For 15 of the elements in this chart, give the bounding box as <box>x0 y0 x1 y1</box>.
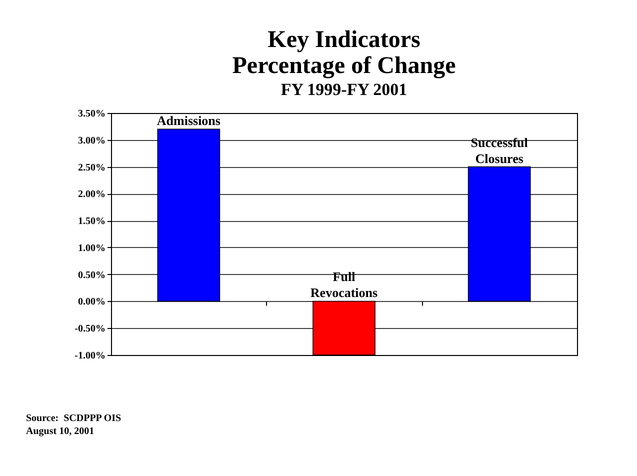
y-tick-label: 3.50% <box>78 108 106 120</box>
y-tick-label: -0.50% <box>74 324 106 335</box>
y-tick-label: 2.00% <box>78 189 106 200</box>
text: August 10, 2001 <box>26 425 96 438</box>
y-tick-label: -1.00% <box>74 350 106 362</box>
y-tick-label: 0.00% <box>78 296 106 308</box>
y-tick-label: 1.00% <box>78 242 106 254</box>
chart-subtitle: FY 1999-FY 2001 <box>280 80 408 99</box>
y-tick-label: 2.50% <box>78 162 106 174</box>
source-note: Source: SCDPPP OIS <box>26 412 122 425</box>
chart-title: Key Indicators Percentage of Change <box>232 27 456 79</box>
y-tick-label: 1.50% <box>78 216 106 228</box>
y-tick-label: 0.50% <box>78 270 106 281</box>
x-tick-label: Admissions <box>156 113 220 128</box>
y-tick-label: 3.00% <box>78 135 106 146</box>
